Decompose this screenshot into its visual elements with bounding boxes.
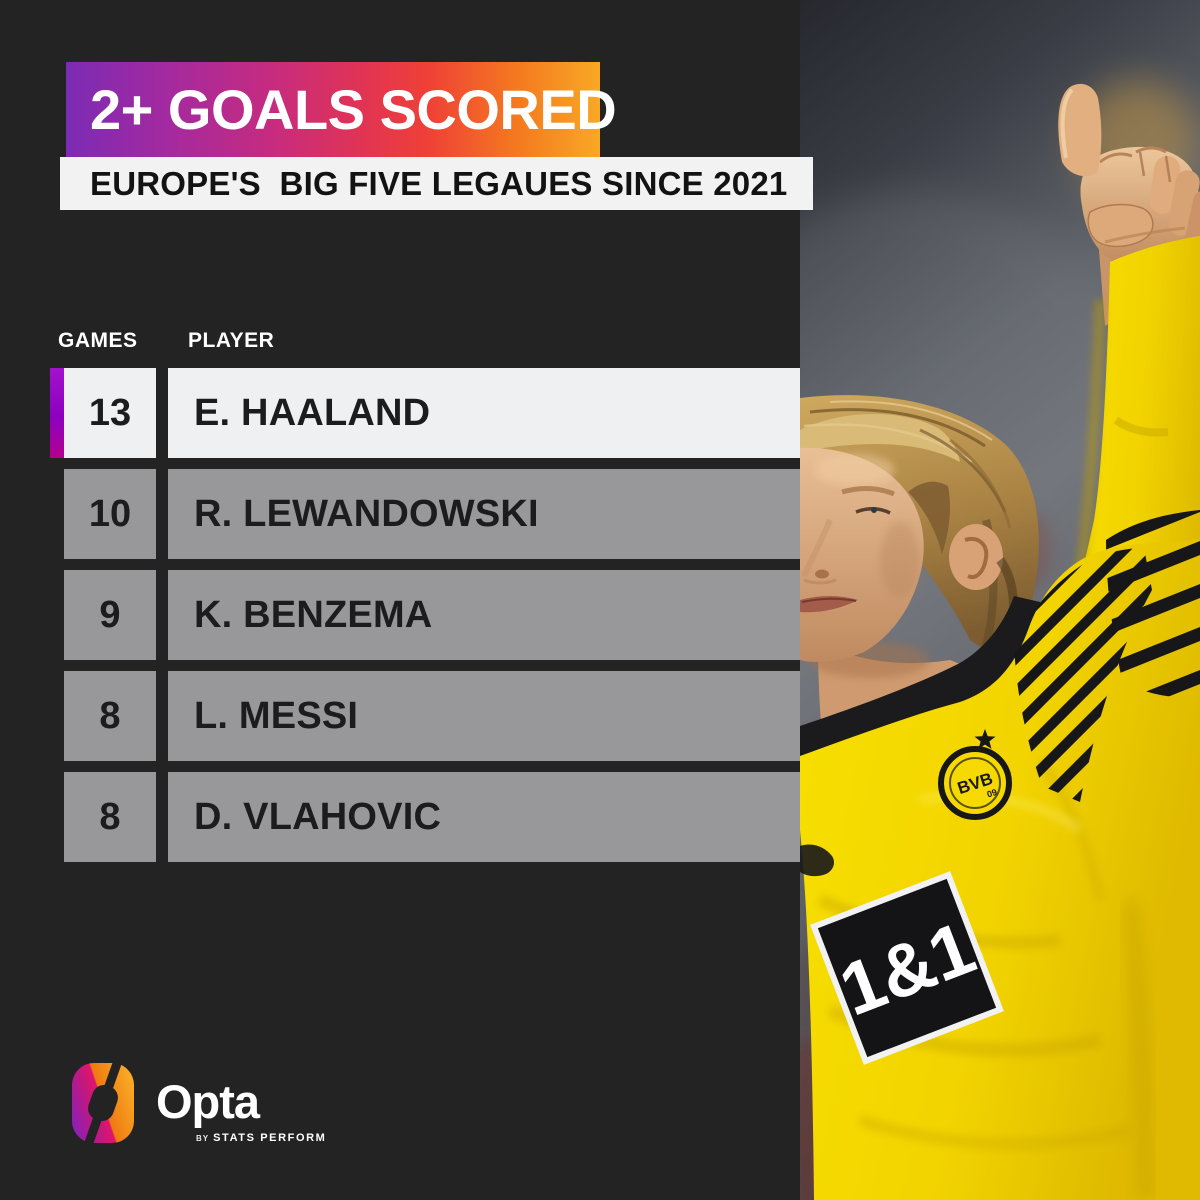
games-cell: 9 — [64, 570, 156, 660]
badge-text-sub: 09 — [986, 787, 999, 800]
table-row: 9 K. BENZEMA — [50, 570, 800, 660]
opta-logo — [72, 1062, 134, 1144]
puma-logo — [800, 844, 834, 877]
sponsor-logo-1and1: 1&1 — [810, 871, 1004, 1065]
footer-brand: Opta BY STATS PERFORM — [72, 1062, 326, 1144]
games-cell: 8 — [64, 772, 156, 862]
table-row: 8 D. VLAHOVIC — [50, 772, 800, 862]
title-banner: 2+ GOALS SCORED — [66, 62, 617, 157]
row-accent-bar — [50, 469, 64, 559]
player-cell: K. BENZEMA — [168, 570, 800, 660]
table-row: 10 R. LEWANDOWSKI — [50, 469, 800, 559]
jersey-collar — [800, 596, 1040, 768]
brand-subtitle: BY STATS PERFORM — [196, 1132, 326, 1144]
bvb-badge: BVB 09 — [938, 729, 1012, 820]
brand-subtitle-text: STATS PERFORM — [213, 1132, 327, 1144]
player-face — [800, 447, 950, 662]
brand-subtitle-prefix: BY — [196, 1134, 210, 1143]
player-photo-illustration: BVB 09 1&1 — [640, 0, 1200, 1200]
row-accent-bar — [50, 570, 64, 660]
page-title: 2+ GOALS SCORED — [90, 78, 617, 141]
row-accent-bar — [50, 772, 64, 862]
table-row: 8 L. MESSI — [50, 671, 800, 761]
player-cell: L. MESSI — [168, 671, 800, 761]
player-cell: R. LEWANDOWSKI — [168, 469, 800, 559]
player-photo: BVB 09 1&1 — [640, 0, 1200, 1200]
brand-text: Opta BY STATS PERFORM — [156, 1062, 326, 1144]
column-header-player: PLAYER — [188, 329, 275, 352]
nose — [815, 569, 829, 579]
player-ear — [949, 524, 1018, 625]
badge-star — [974, 729, 996, 749]
player-cell: D. VLAHOVIC — [168, 772, 800, 862]
player-cell: E. HAALAND — [168, 368, 800, 458]
games-cell: 8 — [64, 671, 156, 761]
thumb — [1087, 203, 1154, 248]
eyebrow — [841, 486, 895, 497]
games-cell: 10 — [64, 469, 156, 559]
games-cell: 13 — [64, 368, 156, 458]
row-accent-bar — [50, 368, 64, 458]
brand-name: Opta — [156, 1075, 260, 1128]
index-finger — [1058, 83, 1102, 177]
row-accent-bar — [50, 671, 64, 761]
table-row: 13 E. HAALAND — [50, 368, 800, 458]
page-subtitle: EUROPE'S BIG FIVE LEGAUES SINCE 2021 — [90, 164, 788, 202]
stats-table: 13 E. HAALAND 10 R. LEWANDOWSKI 9 K. BEN… — [50, 368, 800, 873]
subtitle-banner: EUROPE'S BIG FIVE LEGAUES SINCE 2021 — [60, 157, 813, 210]
column-header-games: GAMES — [58, 329, 138, 352]
